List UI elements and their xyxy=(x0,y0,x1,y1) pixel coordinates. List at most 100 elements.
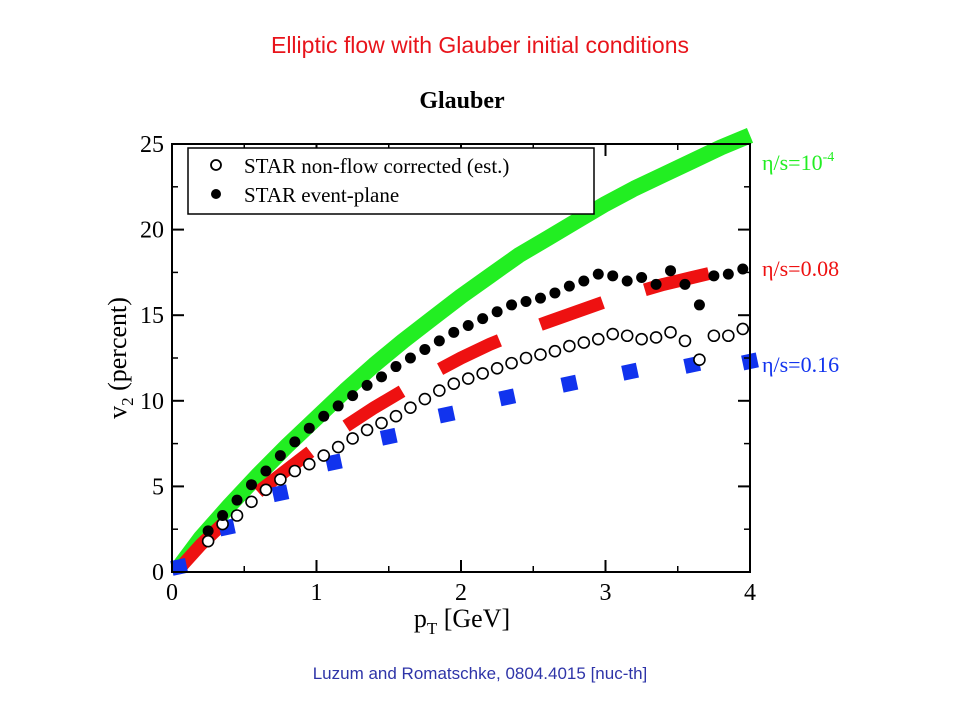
star-nonflow-point xyxy=(649,331,663,344)
star-nonflow-point xyxy=(678,334,692,348)
legend-filled-circle-icon xyxy=(211,189,221,199)
source-credit: Luzum and Romatschke, 0804.4015 [nuc-th] xyxy=(312,664,648,683)
star-eventplane-point xyxy=(274,450,286,462)
star-nonflow-point xyxy=(418,392,432,406)
chart-title: Glauber xyxy=(419,88,505,114)
star-eventplane-point xyxy=(303,422,315,434)
star-eventplane-point xyxy=(665,265,677,277)
curve-visc-016-marker xyxy=(437,405,456,424)
star-nonflow-point xyxy=(447,377,461,390)
star-eventplane-point xyxy=(376,371,388,383)
star-eventplane-point xyxy=(260,465,272,477)
star-nonflow-point xyxy=(331,440,345,454)
star-eventplane-point xyxy=(491,306,503,318)
star-nonflow-point xyxy=(230,509,244,522)
star-eventplane-point xyxy=(202,525,214,537)
star-nonflow-point xyxy=(360,423,374,437)
star-eventplane-point xyxy=(404,352,416,364)
star-eventplane-point xyxy=(217,510,229,522)
star-eventplane-point xyxy=(289,436,301,448)
star-nonflow-point xyxy=(577,336,591,349)
star-eventplane-point xyxy=(650,278,662,290)
star-nonflow-point xyxy=(606,327,620,341)
star-nonflow-point xyxy=(722,329,735,343)
star-eventplane-point xyxy=(578,275,590,287)
star-eventplane-point xyxy=(534,292,546,304)
star-eventplane-point xyxy=(462,319,474,331)
y-tick-label: 10 xyxy=(140,389,164,415)
x-tick-label: 4 xyxy=(744,580,756,606)
x-tick-label: 2 xyxy=(455,580,467,606)
star-eventplane-point xyxy=(318,410,330,422)
star-nonflow-point xyxy=(736,322,750,336)
curve-visc-016-marker xyxy=(560,374,579,393)
star-nonflow-point xyxy=(346,432,359,445)
data-points xyxy=(201,263,750,548)
star-nonflow-point xyxy=(259,483,273,497)
label-visc-016: η/s=0.16 xyxy=(762,352,839,377)
star-eventplane-point xyxy=(332,400,344,412)
star-eventplane-point xyxy=(679,278,691,290)
star-nonflow-point xyxy=(404,401,417,414)
star-eventplane-point xyxy=(563,280,575,292)
star-eventplane-point xyxy=(448,326,460,338)
star-eventplane-point xyxy=(477,313,489,325)
legend-entry-nonflow: STAR non-flow corrected (est.) xyxy=(244,154,509,178)
star-eventplane-point xyxy=(506,299,518,311)
y-tick-label: 15 xyxy=(140,303,164,329)
star-nonflow-point xyxy=(375,416,388,430)
star-nonflow-point xyxy=(461,372,475,385)
star-nonflow-point xyxy=(664,326,677,339)
slide-title: Elliptic flow with Glauber initial condi… xyxy=(270,32,690,58)
star-nonflow-point xyxy=(245,495,258,509)
star-eventplane-point xyxy=(245,479,257,491)
x-tick-label: 0 xyxy=(166,580,178,606)
star-eventplane-point xyxy=(621,275,633,287)
star-nonflow-point xyxy=(302,457,316,471)
legend: STAR non-flow corrected (est.) STAR even… xyxy=(187,147,595,215)
curve-visc-016-marker xyxy=(621,362,639,381)
label-visc-008: η/s=0.08 xyxy=(762,256,839,281)
star-nonflow-point xyxy=(476,367,489,380)
curve-ideal xyxy=(172,128,754,572)
x-tick-label: 3 xyxy=(600,580,612,606)
label-ideal: η/s=10-4 xyxy=(762,150,834,175)
star-nonflow-point xyxy=(288,464,302,478)
star-nonflow-point xyxy=(433,384,446,397)
y-tick-label: 0 xyxy=(152,560,164,586)
curve-visc-008 xyxy=(174,257,752,573)
star-nonflow-point xyxy=(274,473,287,486)
star-nonflow-point xyxy=(635,332,648,346)
star-eventplane-point xyxy=(433,335,445,347)
star-eventplane-point xyxy=(592,268,604,280)
curve-visc-016-marker xyxy=(498,388,517,407)
star-eventplane-point xyxy=(693,299,705,311)
star-eventplane-point xyxy=(722,268,734,280)
x-tick-label: 1 xyxy=(311,580,323,606)
star-eventplane-point xyxy=(549,287,561,299)
star-nonflow-point xyxy=(201,534,215,548)
star-eventplane-point xyxy=(390,361,402,373)
star-nonflow-point xyxy=(693,353,706,367)
star-nonflow-point xyxy=(519,351,533,365)
star-eventplane-point xyxy=(361,379,373,391)
star-eventplane-point xyxy=(347,390,359,402)
star-eventplane-point xyxy=(520,296,532,308)
legend-open-circle-icon xyxy=(210,159,222,171)
star-eventplane-point xyxy=(419,343,431,355)
x-axis-label: pT [GeV] xyxy=(414,604,510,638)
star-eventplane-point xyxy=(607,270,619,282)
star-nonflow-point xyxy=(534,348,547,361)
star-nonflow-point xyxy=(317,449,331,462)
star-nonflow-point xyxy=(620,329,634,343)
legend-box xyxy=(187,147,595,215)
star-nonflow-point xyxy=(389,409,403,423)
star-nonflow-point xyxy=(548,344,562,358)
star-nonflow-point xyxy=(505,356,518,370)
star-nonflow-point xyxy=(707,329,721,343)
y-axis-label: v2 (percent) xyxy=(103,297,137,419)
star-eventplane-point xyxy=(231,494,243,506)
axis-ticks: 0 1 2 3 4 0 5 10 15 20 25 xyxy=(140,132,756,606)
star-nonflow-point xyxy=(591,332,605,346)
